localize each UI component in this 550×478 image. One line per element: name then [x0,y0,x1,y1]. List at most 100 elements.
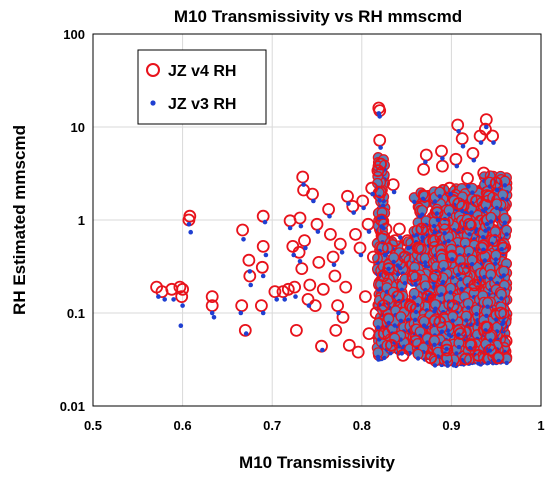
point-v4 [236,223,250,237]
point-v3 [298,223,304,229]
y-tick-label: 100 [63,27,85,42]
point-v4 [339,280,353,294]
point-v3 [238,310,244,316]
dense-point-v3 [391,259,396,265]
point-v3 [456,129,461,134]
point-v3 [460,144,466,149]
point-v4 [428,269,442,283]
point-v4 [322,202,336,216]
point-v4 [342,338,356,352]
point-v3 [435,217,441,223]
point-v4 [373,133,387,147]
point-v3 [346,201,351,206]
x-tick-labels: 0.5 0.6 0.7 0.8 0.9 1 [84,418,545,433]
point-v4 [417,162,431,176]
point-v3 [282,297,288,302]
point-v3 [484,124,489,130]
legend: JZ v4 RH JZ v3 RH [137,49,267,125]
point-v3 [358,252,364,258]
point-v3 [454,163,460,169]
point-v3 [211,315,217,320]
dense-point-v3 [441,267,446,272]
point-v4 [323,227,337,241]
point-v3 [241,237,246,242]
dense-point-v3 [412,199,417,205]
point-v3 [303,245,308,251]
point-v4 [398,250,412,264]
point-v3 [491,140,496,145]
y-tick-labels: 0.01 0.1 1 10 100 [60,27,85,414]
point-v3 [156,294,161,299]
dense-point-v3 [488,276,493,281]
dense-point-v3 [431,223,437,229]
point-v4 [255,260,269,274]
legend-label-v4: JZ v4 RH [168,63,236,80]
dense-point-v3 [484,313,489,318]
point-v4 [421,290,435,304]
dense-point-v3 [451,361,457,367]
dense-point-v3 [504,360,509,366]
dense-point-v3 [467,232,472,237]
point-v3 [377,114,383,119]
point-v4 [366,250,380,264]
point-v4 [382,262,396,276]
point-v4 [377,327,391,341]
point-v3 [315,229,321,234]
point-v4 [496,241,510,255]
point-v3 [263,252,269,258]
dense-point-v3 [444,346,449,352]
dense-point-v3 [444,360,450,365]
dense-point-v3 [488,338,493,343]
point-v3 [180,303,185,308]
point-v3 [301,182,306,187]
point-v4 [484,343,498,357]
point-v3 [327,213,332,219]
point-v3 [293,294,298,299]
point-v4 [376,299,390,313]
point-v3 [291,252,297,258]
chart-title: M10 Transmissivity vs RH mmscmd [174,7,462,26]
point-v4 [351,345,365,359]
dense-point-v3 [439,292,444,297]
dense-point-v3 [415,356,421,361]
point-v3 [188,229,193,235]
point-v4 [288,280,302,294]
point-v3 [391,189,397,195]
point-v4 [409,334,423,348]
y-axis-label: RH Estimated mmscmd [10,125,29,315]
dense-point-v3 [402,281,408,286]
y-tick-label: 1 [78,213,85,228]
point-v4 [341,189,354,203]
point-v4 [449,152,463,166]
dense-point-v3 [499,247,504,252]
point-v4 [468,278,482,292]
dense-point-v3 [467,345,473,351]
dense-point-v3 [432,199,438,204]
point-v4 [464,338,478,352]
point-v4 [281,282,295,296]
point-v3 [370,191,375,197]
point-v3 [331,262,337,268]
dense-point-v3 [476,361,481,366]
point-v4 [388,234,402,248]
legend-box [137,49,267,125]
point-v4 [331,299,345,313]
dense-point-v3 [484,221,490,227]
point-v4 [452,197,466,211]
dense-point-v3 [502,220,507,225]
y-tick-label: 10 [71,120,85,135]
point-v4 [466,146,480,160]
point-v4 [308,299,322,313]
dense-point-v3 [437,194,442,199]
dense-point-v3 [379,214,385,220]
point-v3 [382,252,388,258]
dense-point-v3 [413,309,419,315]
point-v4 [375,241,389,255]
point-v4 [418,189,431,203]
point-v3 [311,198,316,204]
dense-point-v3 [501,273,506,278]
point-v3 [440,156,445,161]
y-tick-label: 0.1 [67,306,85,321]
dense-point-v3 [434,211,440,216]
dense-point-v3 [456,332,461,337]
